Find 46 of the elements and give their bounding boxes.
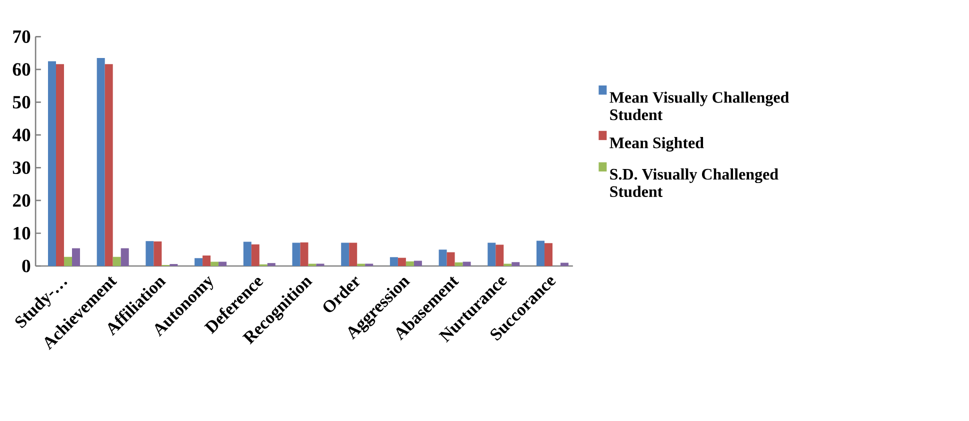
y-tick-label: 40	[12, 128, 30, 142]
bar	[243, 242, 252, 266]
bar	[446, 252, 455, 266]
y-tick-label: 10	[14, 226, 30, 240]
bar	[398, 258, 406, 266]
bar	[406, 261, 414, 266]
bar	[56, 64, 64, 266]
bar	[218, 262, 227, 266]
legend-label: Mean Visually Challenged Student	[610, 92, 790, 120]
bar	[414, 260, 422, 266]
y-tick-label: 20	[12, 194, 30, 207]
bar	[349, 242, 358, 266]
bar	[104, 64, 113, 266]
bar	[454, 262, 463, 266]
legend-label: S.D. Visually Challenged Student	[610, 168, 778, 198]
y-tick-label: 0	[22, 260, 30, 272]
y-tick-label: 70	[13, 30, 30, 43]
bar	[536, 240, 544, 266]
bar	[390, 257, 398, 266]
y-tick-label: 60	[12, 63, 30, 76]
bar	[341, 242, 350, 266]
legend-label: Mean Sighted	[610, 137, 704, 152]
y-tick-label: 30	[12, 161, 30, 174]
bar	[292, 242, 300, 266]
bar	[112, 256, 121, 266]
bar	[202, 256, 211, 266]
bar	[544, 243, 552, 266]
bar	[96, 58, 105, 266]
bar	[438, 250, 447, 266]
bar	[560, 262, 568, 266]
bar	[48, 61, 56, 266]
y-tick-label: 50	[12, 96, 30, 108]
bar	[488, 242, 496, 266]
bar	[72, 248, 80, 266]
bar	[462, 262, 471, 266]
bar	[146, 241, 154, 266]
bar	[300, 242, 308, 266]
bar	[64, 256, 72, 266]
bar	[120, 248, 129, 266]
bar	[210, 262, 219, 266]
bar	[512, 262, 520, 266]
bar	[251, 244, 260, 266]
bar	[154, 241, 162, 266]
bar	[194, 258, 203, 266]
bar	[496, 244, 504, 266]
bar	[267, 263, 276, 266]
